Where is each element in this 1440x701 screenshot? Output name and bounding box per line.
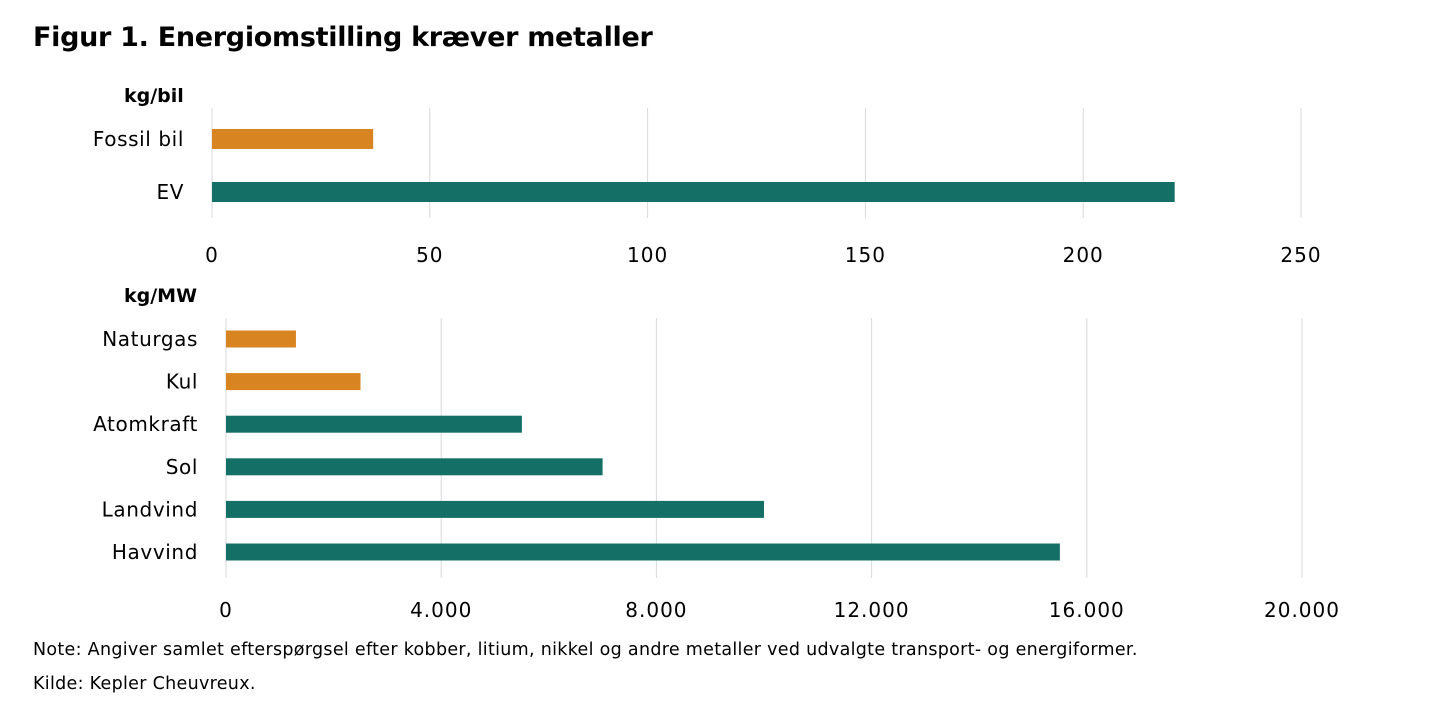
tick-label: 0	[219, 598, 233, 622]
tick-label: 20.000	[1264, 598, 1340, 622]
bar-landvind	[226, 500, 764, 518]
unit-label: kg/bil	[124, 85, 184, 107]
figure-title: Figur 1. Energiomstilling kræver metalle…	[33, 22, 653, 53]
footnote-source: Kilde: Kepler Cheuvreux.	[33, 674, 256, 694]
tick-label: 250	[1280, 243, 1321, 267]
tick-label: 100	[627, 243, 668, 267]
category-label: Atomkraft	[93, 412, 198, 436]
bar-sol	[226, 458, 603, 476]
bar-naturgas	[226, 330, 296, 348]
chart-kg-per-mw: kg/MW Naturgas Kul Atomkraft Sol Landvind Havv…	[93, 285, 1340, 622]
category-label: Naturgas	[102, 327, 198, 351]
bar-fossil-bil	[212, 129, 374, 149]
category-label: EV	[156, 180, 184, 204]
tick-label: 16.000	[1049, 598, 1125, 622]
bar-ev	[212, 182, 1175, 202]
tick-label: 8.000	[625, 598, 687, 622]
tick-label: 4.000	[410, 598, 472, 622]
bar-atomkraft	[226, 415, 522, 433]
tick-label: 150	[845, 243, 886, 267]
category-label: Havvind	[112, 540, 198, 564]
footnote-note: Note: Angiver samlet efterspørgsel efter…	[33, 640, 1138, 660]
tick-label: 12.000	[834, 598, 910, 622]
tick-label: 200	[1063, 243, 1104, 267]
unit-label: kg/MW	[124, 285, 197, 307]
category-label: Fossil bil	[93, 127, 184, 151]
tick-label: 50	[416, 243, 443, 267]
bar-kul	[226, 373, 361, 391]
category-label: Sol	[166, 455, 198, 479]
category-label: Landvind	[102, 497, 198, 521]
tick-label: 0	[205, 243, 219, 267]
bar-havvind	[226, 543, 1060, 561]
category-label: Kul	[166, 370, 198, 394]
chart-kg-per-car: kg/bil Fossil bil EV 0 50 100 150 200 250	[93, 85, 1321, 267]
